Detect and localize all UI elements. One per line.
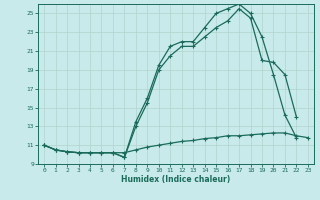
- X-axis label: Humidex (Indice chaleur): Humidex (Indice chaleur): [121, 175, 231, 184]
